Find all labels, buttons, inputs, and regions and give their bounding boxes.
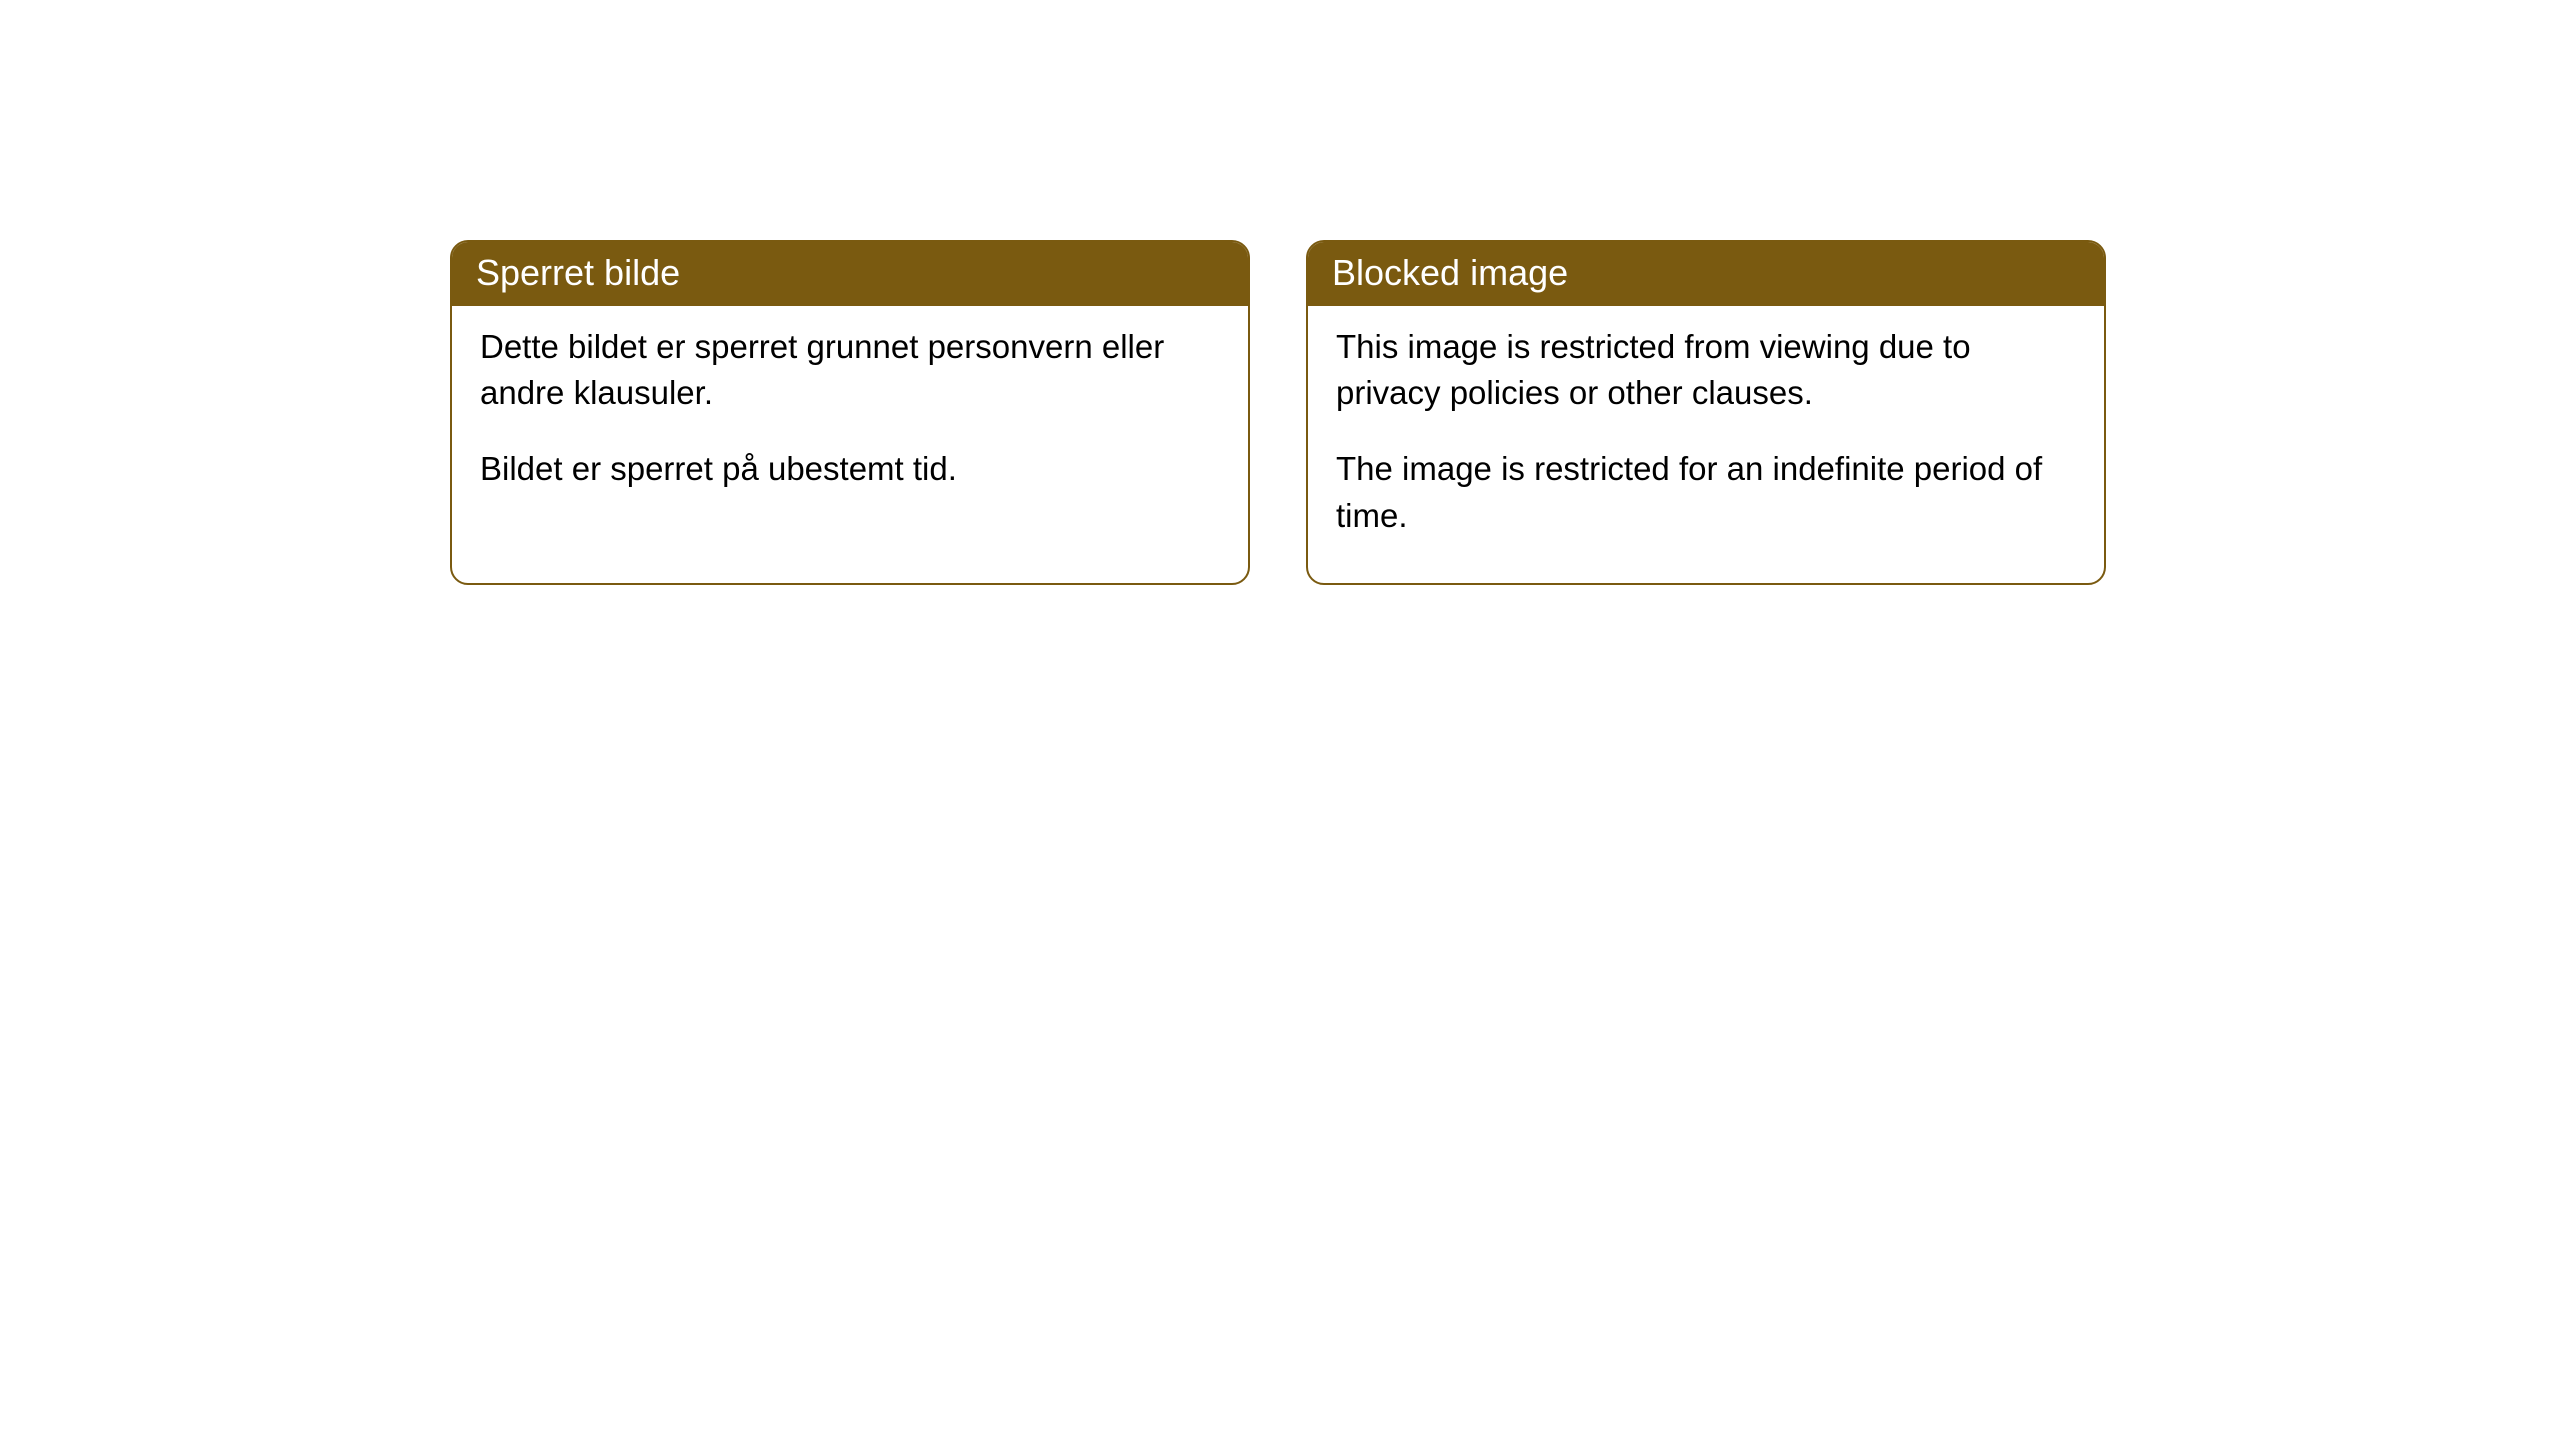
card-norwegian: Sperret bilde Dette bildet er sperret gr… [450,240,1250,585]
card-paragraph: Dette bildet er sperret grunnet personve… [480,324,1220,416]
card-title: Sperret bilde [476,252,680,293]
card-paragraph: This image is restricted from viewing du… [1336,324,2076,416]
card-body-norwegian: Dette bildet er sperret grunnet personve… [452,306,1248,537]
card-paragraph: Bildet er sperret på ubestemt tid. [480,446,1220,492]
card-header-english: Blocked image [1308,242,2104,306]
cards-container: Sperret bilde Dette bildet er sperret gr… [450,240,2560,585]
card-english: Blocked image This image is restricted f… [1306,240,2106,585]
card-title: Blocked image [1332,252,1568,293]
card-paragraph: The image is restricted for an indefinit… [1336,446,2076,538]
card-header-norwegian: Sperret bilde [452,242,1248,306]
card-body-english: This image is restricted from viewing du… [1308,306,2104,583]
